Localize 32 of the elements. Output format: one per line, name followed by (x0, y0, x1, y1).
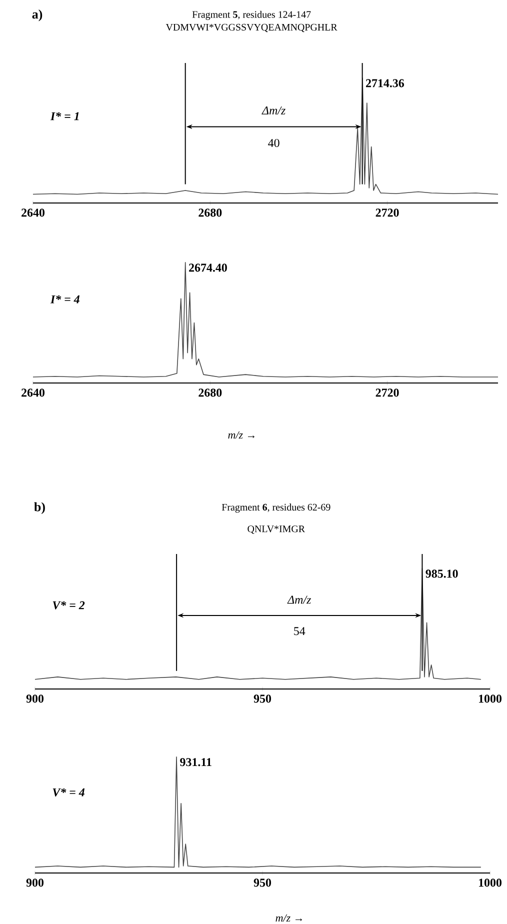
annotation: Δm/z (287, 596, 312, 604)
chart-subtitle: VDMVWI*VGGSSVYQEAMNQPGHLR (166, 24, 338, 32)
x-tick-label: 1000 (479, 878, 502, 887)
x-tick-label: 2680 (198, 208, 222, 217)
annotation: 931.11 (180, 758, 212, 766)
x-axis-title: m/z → (228, 431, 254, 439)
x-tick-label: 950 (254, 878, 272, 887)
x-axis-title: m/z → (276, 914, 302, 922)
chart-subtitle: QNLV*IMGR (248, 526, 306, 534)
x-tick-label: 950 (254, 694, 272, 703)
x-tick-label: 900 (26, 878, 44, 887)
text: V* = 4 (52, 788, 85, 796)
annotation: Δm/z (262, 106, 286, 114)
x-tick-label: 2640 (22, 208, 44, 217)
x-tick-label: 2720 (376, 208, 399, 217)
annotation: 54 (294, 627, 306, 636)
annotation: 40 (268, 138, 280, 148)
text: a) (32, 10, 42, 22)
annotation: 2674.40 (189, 264, 227, 272)
text: I* = 4 (50, 295, 80, 304)
x-tick-label: 2640 (22, 388, 44, 397)
x-tick-label: 2680 (198, 388, 222, 397)
text: I* = 1 (50, 112, 79, 120)
chart-title: Fragment 6, residues 62-69 (222, 504, 330, 513)
annotation: 2714.36 (366, 79, 404, 88)
chart-title: Fragment 5, residues 124-147 (192, 10, 311, 20)
annotation: 985.10 (426, 570, 458, 578)
x-tick-label: 1000 (479, 694, 502, 703)
text: V* = 2 (52, 601, 85, 610)
text: b) (34, 502, 45, 514)
x-tick-label: 900 (26, 694, 44, 703)
x-tick-label: 2720 (376, 388, 399, 397)
